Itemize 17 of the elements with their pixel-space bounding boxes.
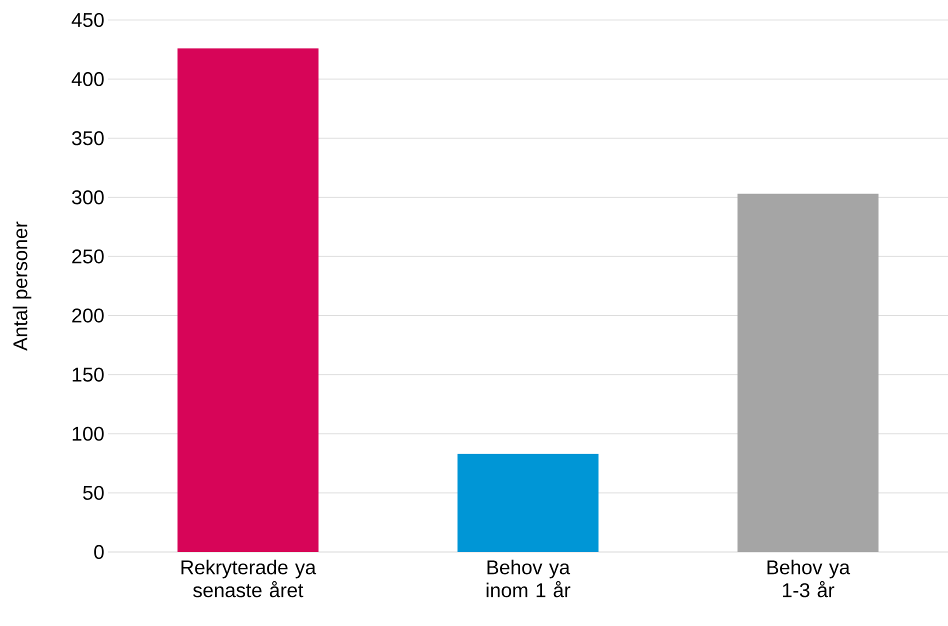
y-axis-title: Antal personer (12, 222, 32, 351)
x-tick-label: Rekryterade ya senaste året (182, 560, 316, 598)
y-tick-label: 300 (72, 190, 104, 204)
y-tick-label: 100 (72, 426, 104, 441)
y-tick-label: 0 (94, 544, 104, 560)
y-tick-label: 450 (72, 12, 104, 28)
bar (738, 194, 879, 552)
y-tick-label: 350 (72, 131, 104, 146)
x-tick-label: Behov ya inom 1 år (486, 560, 570, 598)
x-tick-label: Behov ya 1-3 år (768, 560, 850, 598)
y-tick-label: 250 (72, 249, 104, 264)
y-tick-label: 400 (72, 72, 104, 86)
bar (458, 454, 599, 552)
y-tick-label: 150 (72, 368, 104, 382)
bar (178, 48, 319, 552)
y-tick-label: 200 (72, 308, 104, 323)
y-tick-label: 50 (83, 486, 104, 500)
